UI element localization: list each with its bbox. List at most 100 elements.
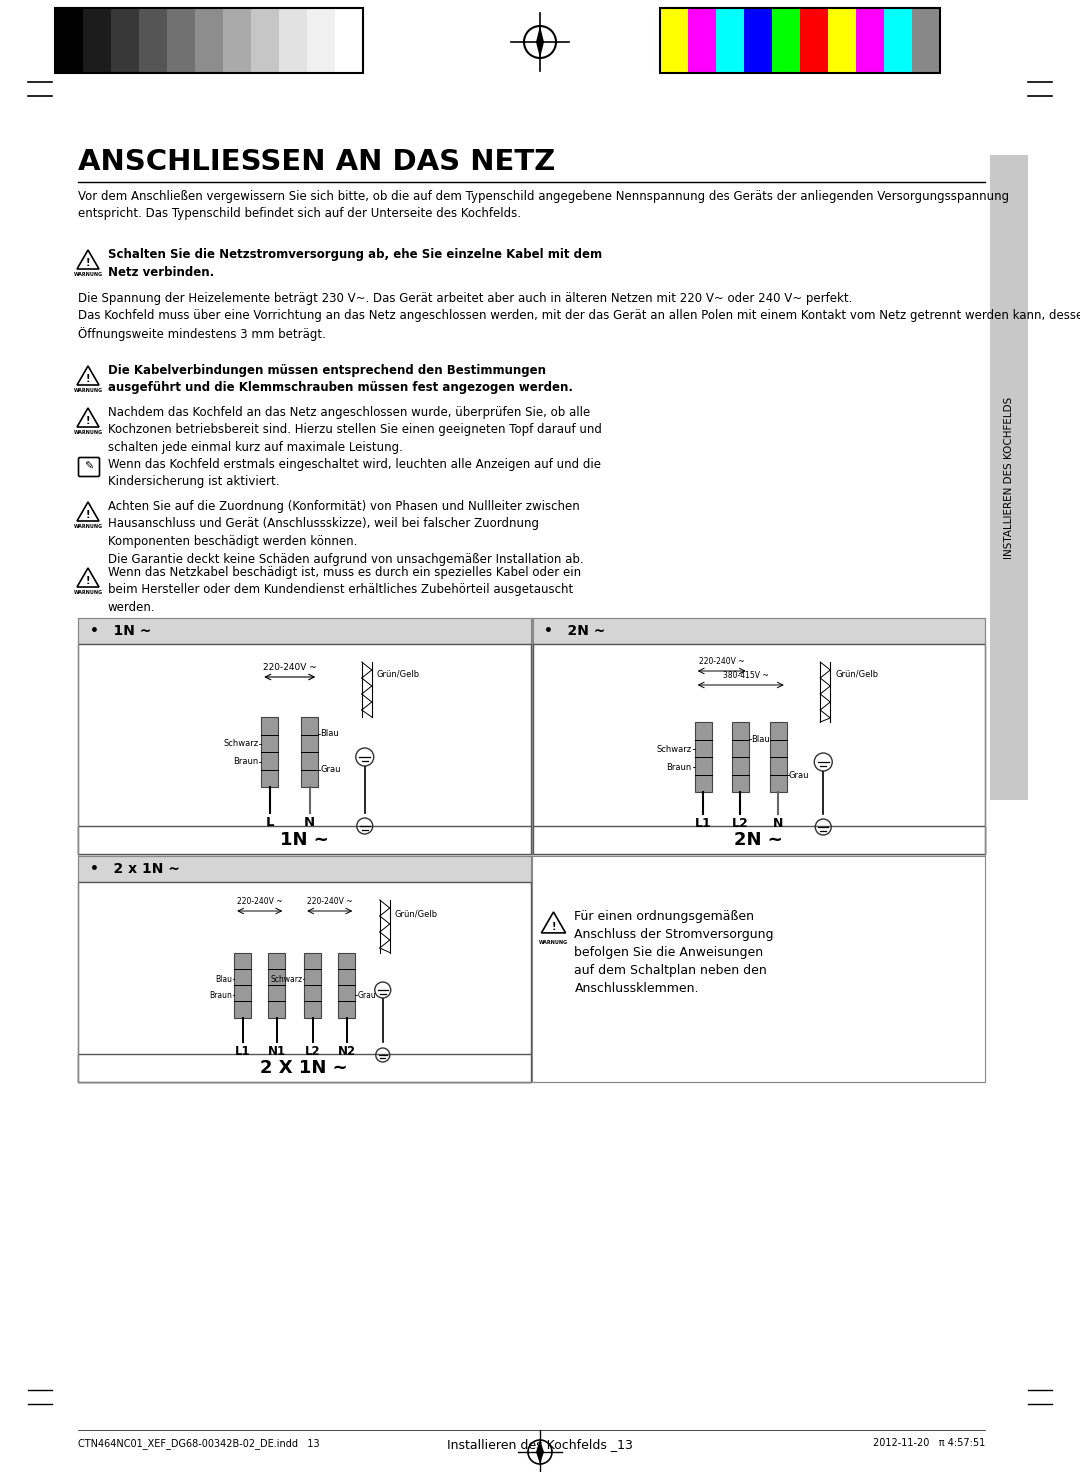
Bar bbox=[78, 618, 530, 645]
Bar bbox=[78, 857, 530, 882]
Text: WARNUNG: WARNUNG bbox=[73, 389, 103, 393]
Text: Grau: Grau bbox=[357, 991, 376, 999]
Text: Grau: Grau bbox=[788, 770, 809, 780]
Text: WARNUNG: WARNUNG bbox=[73, 272, 103, 277]
Bar bbox=[716, 7, 744, 74]
Text: ✎: ✎ bbox=[84, 462, 94, 473]
Bar bbox=[828, 7, 856, 74]
Text: Braun: Braun bbox=[210, 991, 232, 999]
Text: 2012-11-20   π 4:57:51: 2012-11-20 π 4:57:51 bbox=[873, 1438, 985, 1448]
Text: !: ! bbox=[85, 417, 91, 427]
Bar bbox=[990, 155, 1028, 799]
Bar bbox=[660, 7, 940, 74]
Text: !: ! bbox=[85, 374, 91, 384]
Bar bbox=[694, 721, 712, 792]
Text: Braun: Braun bbox=[233, 758, 258, 767]
Text: Die Kabelverbindungen müssen entsprechend den Bestimmungen
ausgeführt und die Kl: Die Kabelverbindungen müssen entsprechen… bbox=[108, 364, 573, 394]
Bar bbox=[234, 952, 252, 1017]
Bar bbox=[268, 952, 285, 1017]
Text: L2: L2 bbox=[732, 817, 748, 830]
Text: L1: L1 bbox=[235, 1045, 251, 1058]
Bar bbox=[279, 7, 307, 74]
Bar bbox=[111, 7, 139, 74]
Text: WARNUNG: WARNUNG bbox=[73, 590, 103, 595]
Text: Braun: Braun bbox=[666, 762, 692, 771]
Bar bbox=[744, 7, 772, 74]
Text: Vor dem Anschließen vergewissern Sie sich bitte, ob die auf dem Typenschild ange: Vor dem Anschließen vergewissern Sie sic… bbox=[78, 190, 1009, 221]
Text: N: N bbox=[305, 815, 315, 829]
Bar bbox=[251, 7, 279, 74]
Text: ANSCHLIESSEN AN DAS NETZ: ANSCHLIESSEN AN DAS NETZ bbox=[78, 149, 555, 177]
Text: 220-240V ~: 220-240V ~ bbox=[237, 896, 283, 905]
Bar bbox=[139, 7, 167, 74]
Text: Blau: Blau bbox=[215, 974, 232, 983]
Text: Nachdem das Kochfeld an das Netz angeschlossen wurde, überprüfen Sie, ob alle
Ko: Nachdem das Kochfeld an das Netz angesch… bbox=[108, 406, 602, 453]
Bar bbox=[167, 7, 195, 74]
Text: Installieren des Kochfelds _13: Installieren des Kochfelds _13 bbox=[447, 1438, 633, 1451]
Bar bbox=[732, 721, 748, 792]
Text: Blau: Blau bbox=[321, 730, 339, 739]
Bar bbox=[532, 618, 985, 645]
Text: Die Spannung der Heizelemente beträgt 230 V~. Das Gerät arbeitet aber auch in äl: Die Spannung der Heizelemente beträgt 23… bbox=[78, 291, 1080, 342]
Text: Wenn das Kochfeld erstmals eingeschaltet wird, leuchten alle Anzeigen auf und di: Wenn das Kochfeld erstmals eingeschaltet… bbox=[108, 458, 600, 489]
Bar bbox=[856, 7, 885, 74]
Bar bbox=[78, 618, 985, 1082]
Text: L1: L1 bbox=[694, 817, 712, 830]
Text: •   2 x 1N ~: • 2 x 1N ~ bbox=[90, 863, 180, 876]
Text: •   1N ~: • 1N ~ bbox=[90, 624, 151, 637]
Bar bbox=[532, 826, 985, 854]
Bar bbox=[688, 7, 716, 74]
Bar bbox=[55, 7, 83, 74]
Bar bbox=[222, 7, 251, 74]
Bar bbox=[305, 952, 321, 1017]
Text: 220-240V ~: 220-240V ~ bbox=[262, 662, 316, 673]
Text: !: ! bbox=[85, 511, 91, 521]
Bar bbox=[261, 717, 279, 788]
Text: •   2N ~: • 2N ~ bbox=[544, 624, 606, 637]
Text: WARNUNG: WARNUNG bbox=[73, 430, 103, 436]
Text: Schalten Sie die Netzstromversorgung ab, ehe Sie einzelne Kabel mit dem
Netz ver: Schalten Sie die Netzstromversorgung ab,… bbox=[108, 247, 603, 278]
Text: !: ! bbox=[551, 921, 556, 932]
Bar bbox=[912, 7, 940, 74]
Bar bbox=[660, 7, 688, 74]
Text: !: ! bbox=[85, 259, 91, 268]
Text: L: L bbox=[266, 815, 274, 829]
Bar bbox=[83, 7, 111, 74]
Text: L2: L2 bbox=[305, 1045, 321, 1058]
Polygon shape bbox=[536, 26, 544, 57]
Text: Achten Sie auf die Zuordnung (Konformität) von Phasen und Nullleiter zwischen
Ha: Achten Sie auf die Zuordnung (Konformitä… bbox=[108, 500, 583, 565]
Text: 2N ~: 2N ~ bbox=[734, 832, 783, 849]
Text: Für einen ordnungsgemäßen
Anschluss der Stromversorgung
befolgen Sie die Anweisu: Für einen ordnungsgemäßen Anschluss der … bbox=[575, 910, 774, 995]
Bar bbox=[338, 952, 355, 1017]
Bar bbox=[800, 7, 828, 74]
Bar bbox=[78, 645, 530, 854]
Polygon shape bbox=[536, 1440, 544, 1465]
Text: 2 X 1N ~: 2 X 1N ~ bbox=[260, 1058, 348, 1078]
Bar bbox=[770, 721, 786, 792]
Bar bbox=[78, 882, 530, 1082]
Bar bbox=[195, 7, 222, 74]
Bar bbox=[78, 826, 530, 854]
Text: Schwarz: Schwarz bbox=[224, 739, 258, 748]
Text: Grau: Grau bbox=[321, 765, 341, 774]
Text: N2: N2 bbox=[338, 1045, 355, 1058]
Text: N1: N1 bbox=[268, 1045, 286, 1058]
Bar bbox=[301, 717, 319, 788]
Text: WARNUNG: WARNUNG bbox=[73, 524, 103, 528]
Text: Blau: Blau bbox=[751, 735, 769, 743]
Bar bbox=[532, 645, 985, 854]
Text: N: N bbox=[773, 817, 783, 830]
Text: INSTALLIEREN DES KOCHFELDS: INSTALLIEREN DES KOCHFELDS bbox=[1004, 396, 1014, 559]
Bar bbox=[885, 7, 912, 74]
Text: 220-240V ~: 220-240V ~ bbox=[307, 896, 352, 905]
Text: WARNUNG: WARNUNG bbox=[539, 941, 568, 945]
Bar bbox=[335, 7, 363, 74]
Text: Grün/Gelb: Grün/Gelb bbox=[377, 670, 420, 679]
Text: 380-415V ~: 380-415V ~ bbox=[723, 671, 769, 680]
Text: CTN464NC01_XEF_DG68-00342B-02_DE.indd   13: CTN464NC01_XEF_DG68-00342B-02_DE.indd 13 bbox=[78, 1438, 320, 1448]
Text: Grün/Gelb: Grün/Gelb bbox=[395, 910, 437, 919]
Bar bbox=[307, 7, 335, 74]
Text: 220-240V ~: 220-240V ~ bbox=[699, 657, 744, 665]
Text: Wenn das Netzkabel beschädigt ist, muss es durch ein spezielles Kabel oder ein
b: Wenn das Netzkabel beschädigt ist, muss … bbox=[108, 567, 581, 614]
Text: Schwarz: Schwarz bbox=[657, 745, 692, 754]
